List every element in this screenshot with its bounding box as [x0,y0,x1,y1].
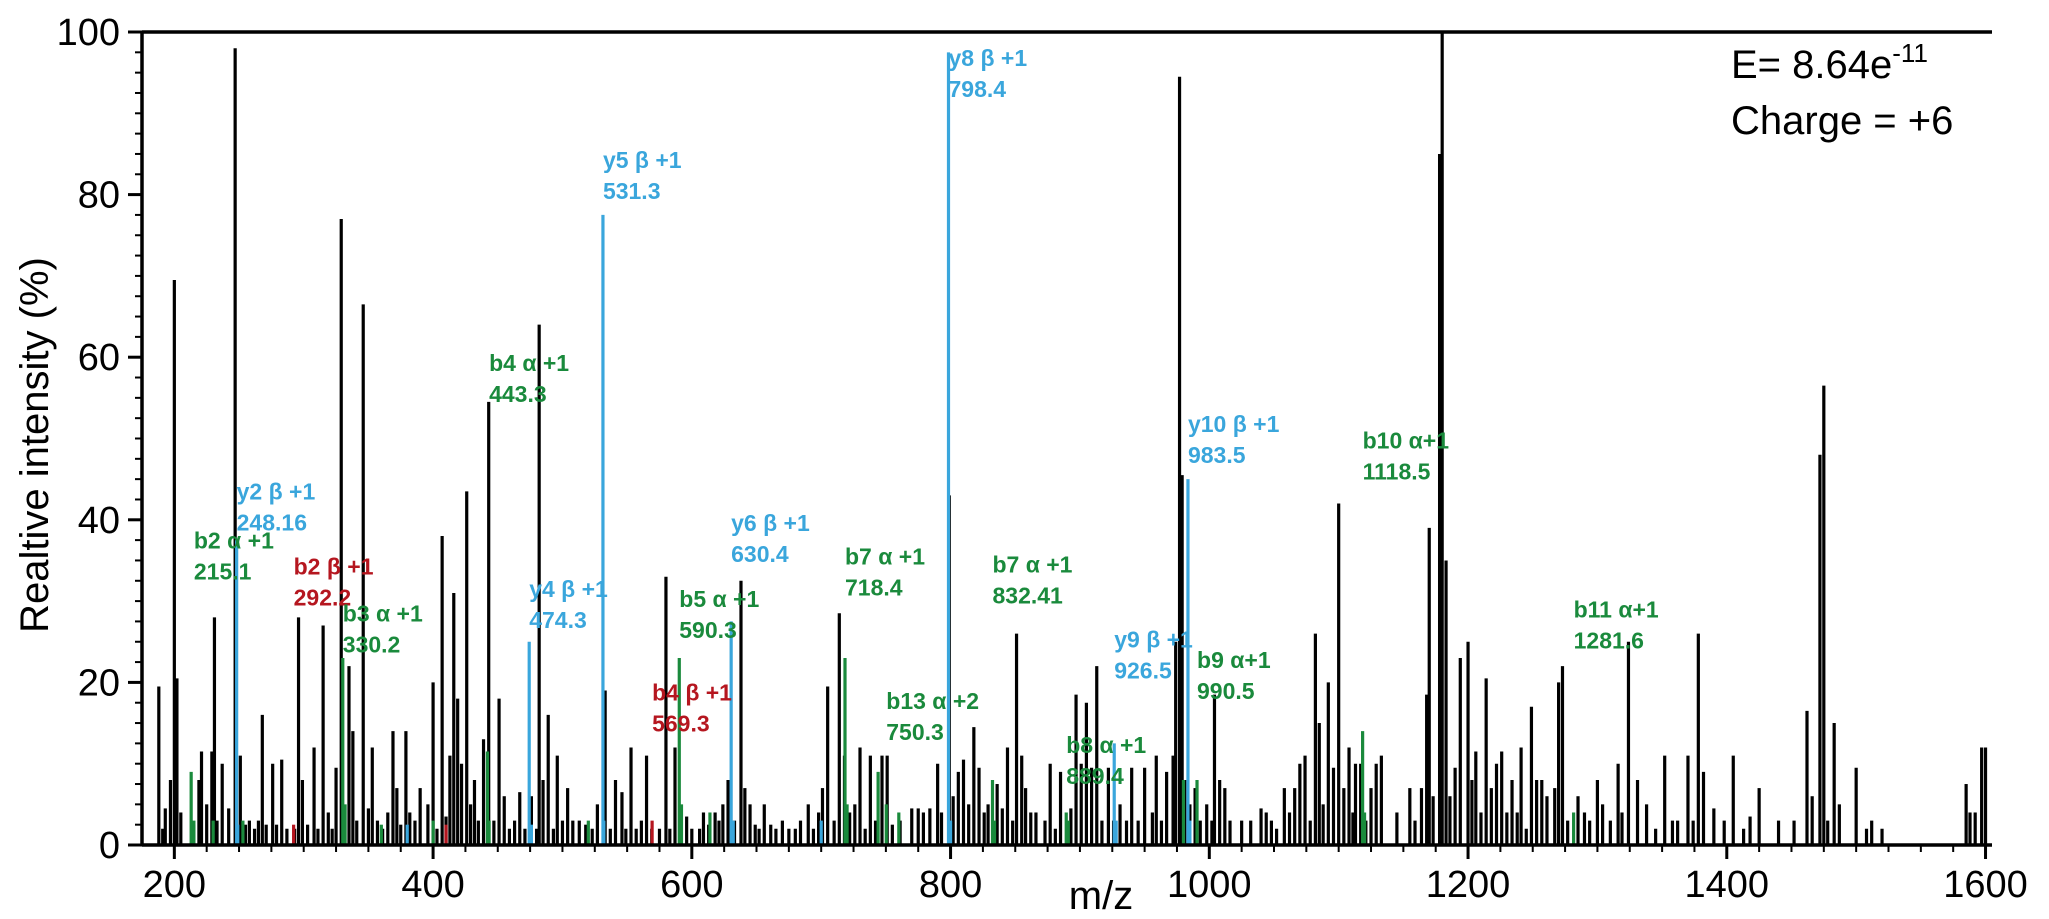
x-tick-label-1400: 1400 [1685,864,1770,906]
annotation-label-b3a: b3 α +1 [343,600,423,626]
annotation-mz-b5a: 590.3 [679,617,737,643]
annotation-label-y8b: y8 β +1 [948,45,1027,71]
annotation-mz-y8b: 798.4 [948,76,1006,102]
annotation-label-b4b: b4 β +1 [652,679,732,705]
x-tick-label-400: 400 [401,864,464,906]
annotation-mz-b10a: 1118.5 [1363,458,1431,484]
x-tick-label-1200: 1200 [1426,864,1511,906]
x-tick-label-800: 800 [919,864,982,906]
annotation-label-b5a: b5 α +1 [679,586,759,612]
annotation-label-y9b: y9 β +1 [1114,626,1193,652]
evalue-exponent: -11 [1892,38,1928,68]
annotation-mz-b7a1: 718.4 [845,575,903,601]
annotation-label-b7a1: b7 α +1 [845,544,925,570]
annotation-mz-b2b: 292.2 [294,584,352,610]
evalue-prefix: E= 8.64e [1731,43,1892,87]
annotation-mz-b7a2: 832.41 [992,583,1063,609]
annotation-label-b2b: b2 β +1 [294,553,374,579]
x-tick-label-600: 600 [660,864,723,906]
info-box: E= 8.64e-11 Charge = +6 [1731,38,1953,143]
y-tick-label-0: 0 [99,825,120,867]
annotation-label-b9a: b9 α+1 [1197,647,1271,673]
annotation-label-y10b: y10 β +1 [1188,411,1280,437]
annotation-mz-y6b: 630.4 [731,541,789,567]
annotation-mz-b3a: 330.2 [343,631,401,657]
axes [140,30,1992,847]
annotation-label-y4b: y4 β +1 [529,576,608,602]
y-tick-label-100: 100 [57,12,120,54]
annotation-mz-y2b: 248.16 [237,509,307,535]
annotation-label-b4a: b4 α +1 [489,350,569,376]
peak-annotations: b2 α +1 215.1 y2 β +1 248.16 b2 β +1 292.2b3 … [194,45,1659,789]
annotation-label-y6b: y6 β +1 [731,510,810,536]
annotation-mz-b4b: 569.3 [652,710,710,736]
annotation-mz-y10b: 983.5 [1188,442,1246,468]
y-tick-label-20: 20 [78,662,120,704]
annotation-label-b2a: b2 α +1 [194,527,274,553]
annotation-mz-b2a: 215.1 [194,558,252,584]
annotation-mz-b13a: 750.3 [886,719,944,745]
y-axis-title: Realtive intensity (%) [13,257,57,633]
plot-area [157,32,1988,845]
annotation-mz-y9b: 926.5 [1114,657,1172,683]
annotation-mz-y4b: 474.3 [529,607,587,633]
annotation-label-b8a: b8 α +1 [1066,732,1146,758]
annotation-mz-b11a: 1281.6 [1574,627,1644,653]
annotation-label-y2b: y2 β +1 [237,478,316,504]
annotation-label-y5b: y5 β +1 [603,147,682,173]
annotation-label-b10a: b10 α+1 [1363,427,1450,453]
x-tick-label-1000: 1000 [1167,864,1252,906]
evalue-text: E= 8.64e-11 [1731,38,1928,87]
y-tick-label-40: 40 [78,500,120,542]
annotation-label-b11a: b11 α+1 [1574,596,1659,622]
x-tick-label-1600: 1600 [1943,864,2028,906]
x-tick-label-200: 200 [143,864,206,906]
x-axis-title: m/z [1069,874,1133,918]
annotation-label-b13a: b13 α +2 [886,688,979,714]
annotation-mz-b9a: 990.5 [1197,678,1255,704]
annotation-mz-y5b: 531.3 [603,178,661,204]
annotation-mz-b4a: 443.3 [489,381,547,407]
y-tick-label-60: 60 [78,337,120,379]
ticks: 200 400 600 800 1000 1200 1400 1600 0 20 40 60 80 100 [57,12,2028,906]
y-tick-label-80: 80 [78,175,120,217]
annotation-mz-b8a: 889.4 [1066,763,1124,789]
annotation-label-b7a2: b7 α +1 [992,552,1072,578]
charge-text: Charge = +6 [1731,99,1953,143]
